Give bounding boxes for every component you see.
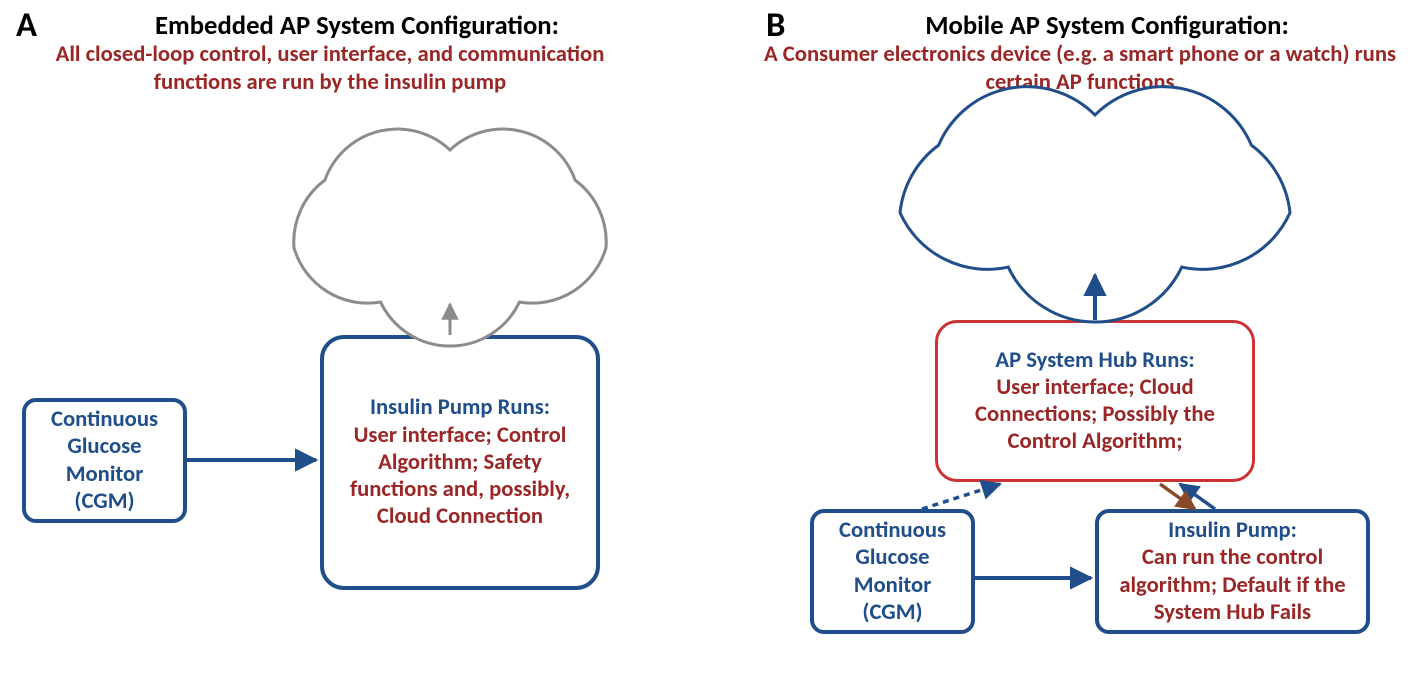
panel-a-pump-body: User interface; Control Algorithm; Safet… (334, 422, 586, 531)
panel-b-pump-heading: Insulin Pump: (1109, 517, 1356, 544)
panel-b-subtitle: A Consumer electronics device (e.g. a sm… (760, 40, 1400, 97)
panel-a-subtitle: All closed-loop control, user interface,… (10, 40, 650, 97)
cloud-shape (294, 129, 606, 346)
panel-b-cloud-label: Cloud Services: Remote monitoring/diagno… (920, 155, 1270, 237)
panel-b-cgm-node: Continuous Glucose Monitor (CGM) (810, 509, 975, 634)
diagram-canvas: A Embedded AP System Configuration: All … (0, 0, 1418, 678)
panel-b-pump-body: Can run the control algorithm; Default i… (1109, 544, 1356, 626)
edge-b-hub-to-pump (1160, 484, 1195, 509)
panel-a-pump-heading: Insulin Pump Runs: (334, 394, 586, 421)
panel-a-cgm-node: Continuous Glucose Monitor (CGM) (22, 398, 187, 523)
panel-b-title: Mobile AP System Configuration: (842, 10, 1372, 42)
edge-b-cgm-to-hub (922, 484, 1000, 509)
panel-b-pump-node: Insulin Pump: Can run the control algori… (1095, 509, 1370, 634)
panel-a-cloud-label: Possible Cloud Services (340, 195, 560, 222)
panel-b-hub-body: User interface; Cloud Connections; Possi… (948, 374, 1242, 456)
edge-b-pump-to-hub (1180, 484, 1215, 509)
panel-b-hub-heading: AP System Hub Runs: (948, 347, 1242, 374)
panel-a-title: Embedded AP System Configuration: (92, 10, 622, 42)
panel-b-hub-node: AP System Hub Runs: User interface; Clou… (935, 320, 1255, 482)
panel-a-pump-node: Insulin Pump Runs: User interface; Contr… (320, 335, 600, 590)
